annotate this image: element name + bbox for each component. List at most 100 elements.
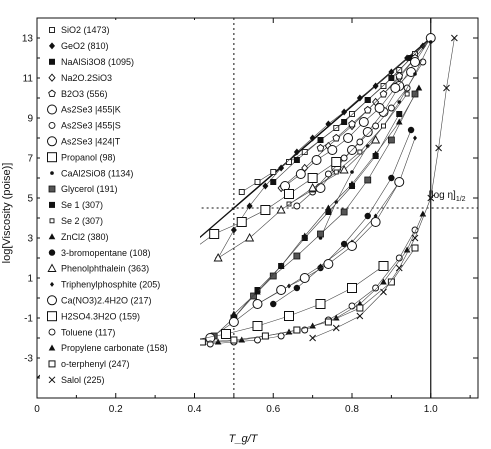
data-point (411, 234, 419, 242)
legend-item: Phenolphthalein (363) (47, 263, 149, 274)
cross-stroke (411, 234, 419, 242)
series-17 (205, 177, 405, 343)
data-point (372, 284, 380, 292)
cross-stroke (451, 34, 458, 42)
data-point (260, 205, 271, 215)
data-point (277, 262, 285, 269)
series-curve (186, 229, 416, 347)
data-point (415, 84, 423, 91)
series-curve (210, 181, 400, 339)
data-point (47, 136, 57, 147)
legend-item: Ca(NO3)2.4H2O (217) (47, 295, 152, 306)
x-tick-label: 0.4 (188, 404, 202, 415)
data-point (50, 281, 54, 287)
data-point (47, 263, 57, 272)
legend-item: Se 1 (307) (49, 200, 103, 210)
series-10 (210, 90, 419, 340)
legend-label: Salol (225) (61, 375, 105, 385)
data-point (49, 58, 55, 65)
data-point (380, 288, 387, 296)
legend-item: o-terphenyl (247) (48, 359, 130, 369)
series-curve (213, 93, 416, 337)
data-point (324, 170, 332, 178)
legend-label: Triphenylphosphite (205) (61, 280, 160, 290)
data-point (388, 174, 395, 182)
data-point (316, 143, 325, 152)
data-point (388, 68, 395, 76)
data-point (364, 97, 371, 103)
data-point (348, 180, 356, 187)
data-point (48, 89, 56, 98)
data-point (374, 103, 385, 113)
legend-label: Ca(NO3)2.4H2O (217) (61, 296, 152, 306)
x-tick-label: 0.8 (345, 404, 359, 415)
data-point (387, 104, 395, 112)
data-point (397, 100, 402, 104)
data-point (364, 176, 372, 184)
data-point (309, 334, 316, 342)
data-point (315, 299, 326, 309)
data-point (48, 360, 56, 368)
data-point (325, 204, 332, 211)
data-point (428, 40, 433, 44)
cross-stroke (332, 324, 340, 332)
cross-stroke (427, 194, 435, 202)
x-tick-label: 0.2 (109, 404, 123, 415)
data-point (270, 169, 277, 175)
data-point (339, 165, 349, 174)
legend-item: As2Se3 |424|T (47, 136, 121, 147)
data-point (362, 127, 373, 137)
legend-label: GeO2 (810) (61, 41, 109, 51)
data-point (451, 34, 458, 42)
legend-item: As2Se3 |455|K (47, 104, 121, 115)
legend-label: Na2O.2SiO3 (61, 73, 112, 83)
data-point (301, 232, 309, 239)
legend-label: o-terphenyl (247) (61, 359, 130, 369)
data-point (301, 149, 308, 155)
data-point (380, 278, 387, 285)
cross-stroke (443, 84, 450, 92)
data-point (407, 126, 415, 134)
legend-label: Se 2 (307) (61, 216, 103, 226)
data-point (347, 241, 357, 251)
data-point (284, 311, 294, 321)
legend-label: NaAlSi3O8 (1095) (61, 57, 134, 67)
y-tick-label: 13 (22, 34, 34, 45)
data-point (47, 152, 57, 163)
data-point (48, 121, 56, 129)
data-point (341, 119, 348, 125)
data-point (387, 136, 395, 144)
legend: SiO2 (1473) GeO2 (810) NaAlSi3O8 (1095) Na2… (40, 20, 200, 392)
data-point (370, 217, 381, 227)
legend-item: SiO2 (1473) (49, 25, 110, 35)
y-tick-label: 3 (27, 234, 33, 245)
data-point (341, 108, 348, 116)
series-curve (217, 139, 376, 259)
legend-label: CaAl2SiO8 (1134) (61, 168, 133, 178)
x-axis-label: T_g/T (229, 433, 259, 445)
data-point (427, 194, 435, 202)
data-point (404, 91, 410, 97)
data-point (381, 123, 386, 129)
data-point (261, 332, 269, 340)
data-point (340, 154, 348, 162)
data-point (348, 302, 356, 310)
data-point (48, 344, 56, 351)
data-point (50, 171, 54, 175)
data-point (48, 249, 56, 256)
data-point (350, 170, 354, 174)
data-point (246, 202, 253, 210)
data-point (411, 90, 419, 98)
legend-label: ZnCl2 (380) (61, 232, 109, 242)
legend-item: Propylene carbonate (158) (48, 343, 168, 353)
legend-item: NaAlSi3O8 (1095) (49, 57, 134, 67)
data-point (395, 71, 404, 80)
data-point (293, 157, 300, 163)
series-7 (280, 67, 417, 191)
cross-stroke (395, 264, 403, 272)
cross-stroke (435, 144, 442, 152)
data-point (408, 55, 415, 61)
legend-label: As2Se3 |424|T (61, 137, 121, 147)
data-point (230, 226, 237, 234)
data-point (332, 133, 341, 142)
